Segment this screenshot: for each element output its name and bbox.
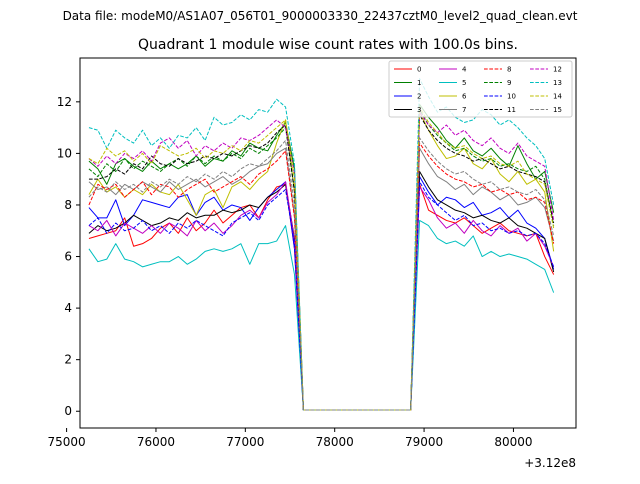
y-tick-label: 6 (64, 250, 72, 264)
y-tick-label: 4 (64, 301, 72, 315)
legend-label-5: 5 (462, 79, 466, 87)
x-offset-label: +3.12e8 (524, 456, 576, 470)
x-tick-label: 79000 (405, 435, 443, 449)
legend-label-13: 13 (553, 79, 562, 87)
x-tick-label: 75000 (48, 435, 86, 449)
legend-label-0: 0 (417, 66, 421, 74)
figure-suptitle: Data file: modeM0/AS1A07_056T01_90000033… (63, 9, 578, 23)
legend-label-4: 4 (462, 66, 467, 74)
legend-label-2: 2 (417, 93, 421, 101)
y-tick-label: 12 (57, 95, 72, 109)
legend-label-12: 12 (553, 66, 562, 74)
legend-label-3: 3 (417, 106, 421, 114)
legend-box (388, 60, 573, 118)
legend-label-10: 10 (507, 93, 516, 101)
series-line-9 (88, 109, 555, 411)
x-tick-label: 76000 (137, 435, 175, 449)
y-tick-label: 8 (64, 198, 72, 212)
x-tick-label: 80000 (494, 435, 532, 449)
legend-label-8: 8 (507, 66, 511, 74)
legend-label-7: 7 (462, 106, 466, 114)
legend-label-6: 6 (462, 93, 467, 101)
axes-frame (79, 57, 577, 429)
legend-label-1: 1 (417, 79, 421, 87)
y-tick-label: 0 (64, 404, 72, 418)
y-tick-label: 2 (64, 353, 72, 367)
series-line-12 (88, 111, 555, 411)
series-line-10 (88, 181, 555, 411)
x-tick-label: 78000 (316, 435, 354, 449)
y-tick-label: 10 (57, 146, 72, 160)
legend-label-9: 9 (507, 79, 511, 87)
x-tick-label: 77000 (226, 435, 264, 449)
legend-label-15: 15 (553, 106, 562, 114)
legend-label-14: 14 (553, 93, 562, 101)
series-line-15 (88, 137, 555, 411)
legend-label-11: 11 (507, 106, 516, 114)
chart-title: Quadrant 1 module wise count rates with … (138, 37, 518, 53)
